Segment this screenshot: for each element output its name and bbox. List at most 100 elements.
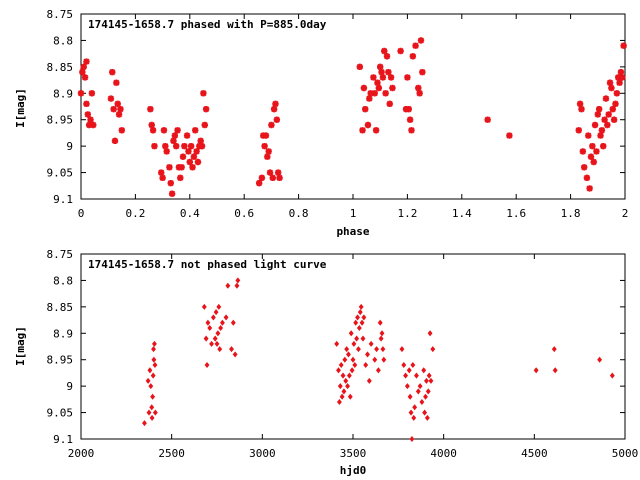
data-point	[187, 142, 195, 150]
data-point	[209, 340, 214, 347]
data-point	[372, 127, 380, 134]
data-point	[83, 100, 90, 108]
data-point	[587, 153, 595, 160]
data-point	[377, 63, 384, 71]
data-point	[345, 383, 350, 390]
data-point	[190, 153, 198, 160]
x-tick-label: 4000	[430, 447, 457, 460]
data-point	[110, 105, 117, 113]
data-point	[346, 372, 352, 379]
data-point	[265, 148, 272, 155]
data-point	[366, 377, 372, 384]
chart-title: 174145-1658.7 not phased light curve	[88, 258, 327, 271]
data-point	[350, 356, 356, 363]
data-point	[197, 137, 204, 145]
data-point	[113, 79, 120, 86]
x-tick-label: 2000	[68, 447, 95, 460]
chart-title: 174145-1658.7 phased with P=885.0day	[88, 18, 327, 31]
data-point	[77, 90, 85, 97]
y-tick-label: 9	[66, 380, 73, 393]
data-point	[484, 116, 491, 123]
data-point	[341, 388, 347, 395]
data-point	[152, 409, 158, 416]
data-point	[389, 84, 396, 92]
data-point	[340, 372, 346, 379]
data-point	[353, 319, 359, 326]
data-point	[608, 84, 615, 92]
data-point	[347, 393, 353, 400]
data-point	[269, 174, 276, 182]
data-point	[84, 111, 91, 118]
data-point	[181, 142, 188, 150]
data-point	[406, 367, 412, 374]
data-point	[230, 319, 236, 326]
data-point	[361, 314, 367, 321]
data-point	[359, 319, 365, 326]
data-point	[166, 164, 173, 171]
data-point	[81, 74, 89, 81]
data-point	[371, 90, 378, 97]
data-point	[178, 164, 185, 171]
data-point	[411, 414, 417, 421]
data-point	[552, 367, 558, 374]
data-point	[202, 105, 210, 113]
data-point	[234, 282, 240, 289]
y-tick-label: 8.9	[53, 327, 73, 340]
data-point	[193, 148, 200, 155]
data-point	[198, 142, 206, 150]
data-point	[149, 127, 157, 134]
data-point	[585, 132, 592, 139]
data-point	[171, 132, 179, 139]
data-point	[551, 346, 557, 353]
x-tick-label: 3500	[340, 447, 367, 460]
data-point	[117, 105, 124, 113]
x-tick-label: 1	[350, 207, 357, 220]
data-point	[374, 346, 380, 353]
x-tick-label: 0.4	[180, 207, 200, 220]
data-point	[370, 74, 377, 81]
data-point	[204, 361, 210, 369]
data-point	[408, 409, 414, 416]
y-tick-label: 8.75	[47, 8, 74, 21]
data-point	[151, 346, 156, 353]
data-point	[142, 420, 147, 427]
data-point	[375, 367, 381, 374]
data-point	[382, 90, 389, 97]
data-point	[378, 68, 385, 76]
data-point	[378, 335, 384, 342]
y-axis-label: I[mag]	[14, 326, 27, 366]
data-point	[415, 388, 421, 395]
y-tick-label: 8.9	[53, 87, 73, 100]
y-ticks: 8.75 8.8 8.85 8.9 8.95 9 9.05 9.1	[47, 8, 625, 206]
y-tick-label: 9	[66, 140, 73, 153]
data-point	[213, 309, 219, 316]
data-point	[348, 330, 354, 337]
data-point	[337, 383, 343, 390]
y-tick-label: 8.95	[47, 354, 74, 367]
data-point	[339, 393, 345, 400]
x-axis-label: hjd0	[340, 464, 367, 477]
data-point	[365, 351, 370, 358]
data-point	[270, 105, 278, 113]
y-tick-label: 8.8	[53, 34, 73, 47]
data-point	[258, 174, 266, 182]
data-point	[385, 68, 392, 76]
data-point	[613, 90, 621, 97]
data-point	[387, 74, 395, 81]
data-point	[262, 132, 270, 139]
data-point	[203, 335, 209, 342]
data-point	[367, 90, 374, 97]
data-point	[620, 42, 627, 49]
data-point	[427, 330, 433, 337]
data-point	[109, 68, 116, 76]
y-tick-label: 9.1	[53, 433, 73, 446]
data-point	[360, 335, 366, 342]
data-point	[593, 148, 600, 155]
data-point	[609, 105, 616, 113]
data-point	[416, 90, 423, 97]
data-point	[578, 105, 585, 113]
data-point	[186, 158, 193, 166]
x-tick-label: 0.6	[234, 207, 254, 220]
data-point	[216, 303, 222, 310]
data-point	[409, 435, 415, 443]
